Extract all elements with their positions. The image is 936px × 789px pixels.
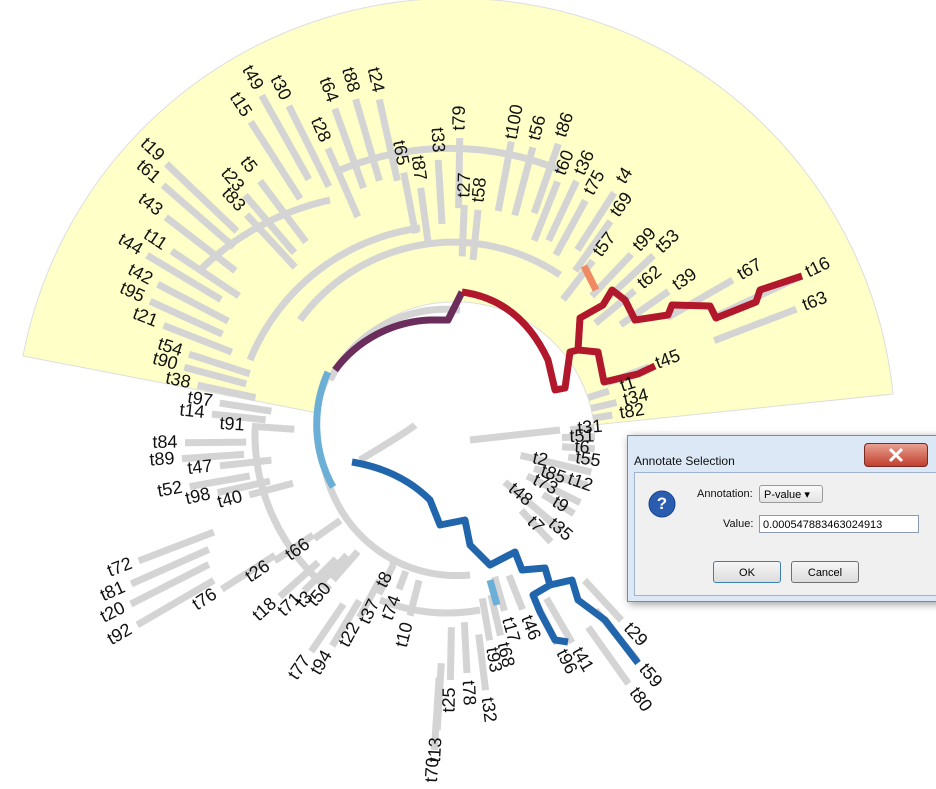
- tip-label: t74: [377, 592, 405, 622]
- dialog-body: ? Annotation: P-value ▾ Value: 0.0005478…: [634, 472, 936, 596]
- branch-arc: [470, 430, 560, 440]
- branch: [311, 604, 343, 651]
- branch: [392, 562, 394, 565]
- tip-label: t79: [449, 105, 469, 130]
- tip-label: t14: [179, 399, 206, 422]
- branch: [438, 160, 442, 224]
- branch: [220, 460, 272, 466]
- branch: [450, 627, 451, 680]
- tip-label: t27: [453, 172, 474, 198]
- tip-label: t91: [219, 413, 245, 435]
- close-icon: [865, 444, 927, 466]
- branch: [399, 571, 406, 589]
- tip-label: t10: [391, 620, 417, 649]
- tip-label: t33: [428, 127, 449, 153]
- tip-label: t94: [306, 646, 336, 678]
- annotate-dialog: Annotate Selection ? Annotation: P-value…: [627, 435, 936, 602]
- tip-label: t76: [188, 584, 220, 614]
- branch: [464, 622, 467, 673]
- branch: [185, 442, 246, 443]
- tip-label: t47: [186, 455, 213, 478]
- dialog-title: Annotate Selection: [634, 454, 735, 468]
- dropdown-value: P-value: [764, 489, 801, 501]
- tip-label: t52: [156, 477, 184, 501]
- branch: [139, 532, 214, 561]
- ok-button[interactable]: OK: [713, 561, 781, 583]
- value-input[interactable]: 0.000547883463024913: [759, 515, 919, 533]
- tree-view: t19t61t43t11t44t42t95t21t54t90t38t97t14t…: [0, 0, 936, 789]
- question-icon: ?: [647, 489, 677, 519]
- annotation-label: Annotation:: [697, 488, 753, 500]
- branch: [252, 426, 294, 429]
- tip-label: t89: [149, 448, 175, 470]
- branch-arc: [360, 425, 415, 460]
- cancel-button[interactable]: Cancel: [791, 561, 859, 583]
- tip-label: t31: [577, 416, 604, 438]
- branch: [482, 598, 489, 640]
- tip-label: t22: [334, 619, 363, 651]
- value-label: Value:: [723, 518, 753, 530]
- branch: [473, 210, 478, 260]
- svg-text:?: ?: [657, 494, 667, 513]
- close-button[interactable]: [864, 443, 928, 467]
- tip-label: t25: [439, 687, 459, 712]
- page: t19t61t43t11t44t42t95t21t54t90t38t97t14t…: [0, 0, 936, 789]
- branch: [588, 627, 628, 684]
- tip-label: t98: [183, 483, 212, 508]
- tip-label: t32: [478, 696, 501, 723]
- branch: [314, 520, 340, 538]
- annotation-dropdown[interactable]: P-value ▾: [759, 485, 823, 503]
- branch: [220, 403, 272, 411]
- branch: [462, 205, 464, 256]
- tip-label: t13: [424, 737, 445, 763]
- branch: [509, 575, 523, 609]
- branch-light-blue: [317, 372, 333, 487]
- tip-label: t78: [459, 680, 480, 706]
